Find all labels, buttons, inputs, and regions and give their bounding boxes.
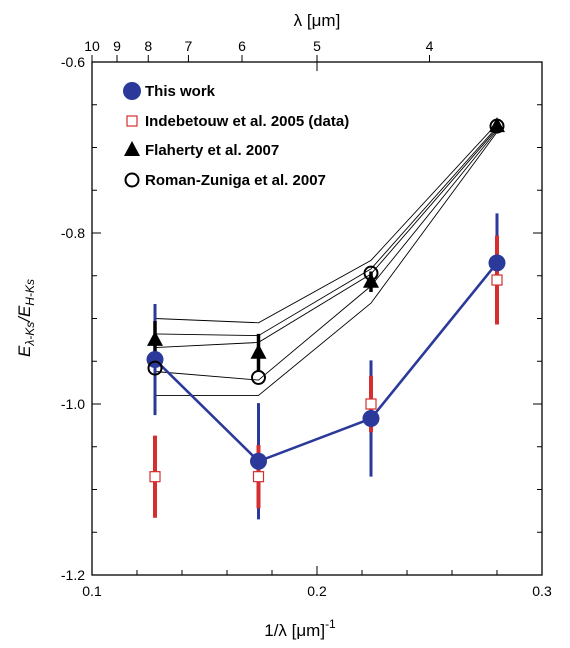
legend-marker-indebetouw bbox=[126, 115, 138, 127]
legend-label: Roman-Zuniga et al. 2007 bbox=[145, 172, 326, 189]
x-tick-label: 0.1 bbox=[82, 583, 102, 599]
model-line bbox=[155, 131, 498, 396]
y-tick-label: -0.6 bbox=[61, 54, 85, 70]
y-axis-title-sub1: λ-Ks bbox=[23, 322, 37, 347]
y-tick-label: -1.0 bbox=[61, 396, 85, 412]
model-lines bbox=[154, 123, 498, 396]
this-work-marker bbox=[250, 452, 267, 470]
ticks: 0.1 0.2 0.3 -1.2 -1.0 -0.8 -0.610 9 8 7 6 5 4 bbox=[61, 38, 552, 599]
y-axis-title-mid: /E bbox=[15, 305, 34, 323]
legend-marker-this-work bbox=[123, 82, 141, 100]
legend-label: This work bbox=[145, 83, 216, 100]
flaherty-marker bbox=[147, 330, 163, 346]
series-lines bbox=[154, 262, 499, 463]
model-line bbox=[154, 130, 498, 381]
top-tick-label: 9 bbox=[113, 38, 121, 54]
indebetouw-marker bbox=[491, 274, 503, 286]
model-line bbox=[154, 123, 498, 324]
flaherty-marker bbox=[250, 343, 267, 359]
x-axis-title-main: 1/λ [μm] bbox=[264, 621, 325, 640]
x-axis-title: 1/λ [μm]-1 bbox=[264, 617, 336, 640]
top-tick-label: 7 bbox=[185, 38, 193, 54]
y-tick-label: -0.8 bbox=[61, 225, 85, 241]
indebetouw-marker bbox=[365, 398, 377, 410]
this-work-marker bbox=[362, 410, 380, 428]
this-work-line bbox=[154, 262, 499, 463]
top-tick-label: 6 bbox=[238, 38, 246, 54]
x-tick-label: 0.3 bbox=[532, 583, 552, 599]
roman-zuniga-marker bbox=[251, 369, 266, 385]
roman-zuniga-marker bbox=[489, 118, 505, 134]
top-tick-label: 8 bbox=[144, 38, 152, 54]
legend-label: Indebetouw et al. 2005 (data) bbox=[145, 113, 349, 130]
model-line bbox=[154, 128, 498, 349]
legend-label: Flaherty et al. 2007 bbox=[145, 142, 279, 159]
top-tick-label: 10 bbox=[84, 38, 100, 54]
indebetouw-marker bbox=[149, 471, 161, 483]
legend: This work Indebetouw et al. 2005 (data) Fl… bbox=[123, 82, 349, 189]
x-tick-label: 0.2 bbox=[307, 583, 327, 599]
flaherty-marker bbox=[489, 117, 505, 133]
top-tick-label: 4 bbox=[426, 38, 434, 54]
legend-marker-flaherty bbox=[124, 141, 140, 156]
markers bbox=[146, 117, 506, 483]
y-tick-label: -1.2 bbox=[61, 567, 85, 583]
roman-zuniga-marker bbox=[363, 265, 379, 281]
roman-zuniga-marker bbox=[147, 360, 163, 376]
x-axis-title-superscript: -1 bbox=[325, 617, 336, 631]
y-axis-title-main: E bbox=[15, 345, 34, 357]
legend-marker-roman-zuniga bbox=[124, 172, 140, 188]
y-axis-title: Eλ-Ks/EH-Ks bbox=[15, 279, 37, 357]
top-tick-label: 5 bbox=[313, 38, 321, 54]
y-axis-title-sub2: H-Ks bbox=[23, 279, 37, 306]
this-work-marker bbox=[488, 254, 506, 272]
indebetouw-marker bbox=[252, 471, 265, 483]
top-axis-title: λ [μm] bbox=[294, 11, 341, 30]
model-line bbox=[154, 126, 498, 337]
